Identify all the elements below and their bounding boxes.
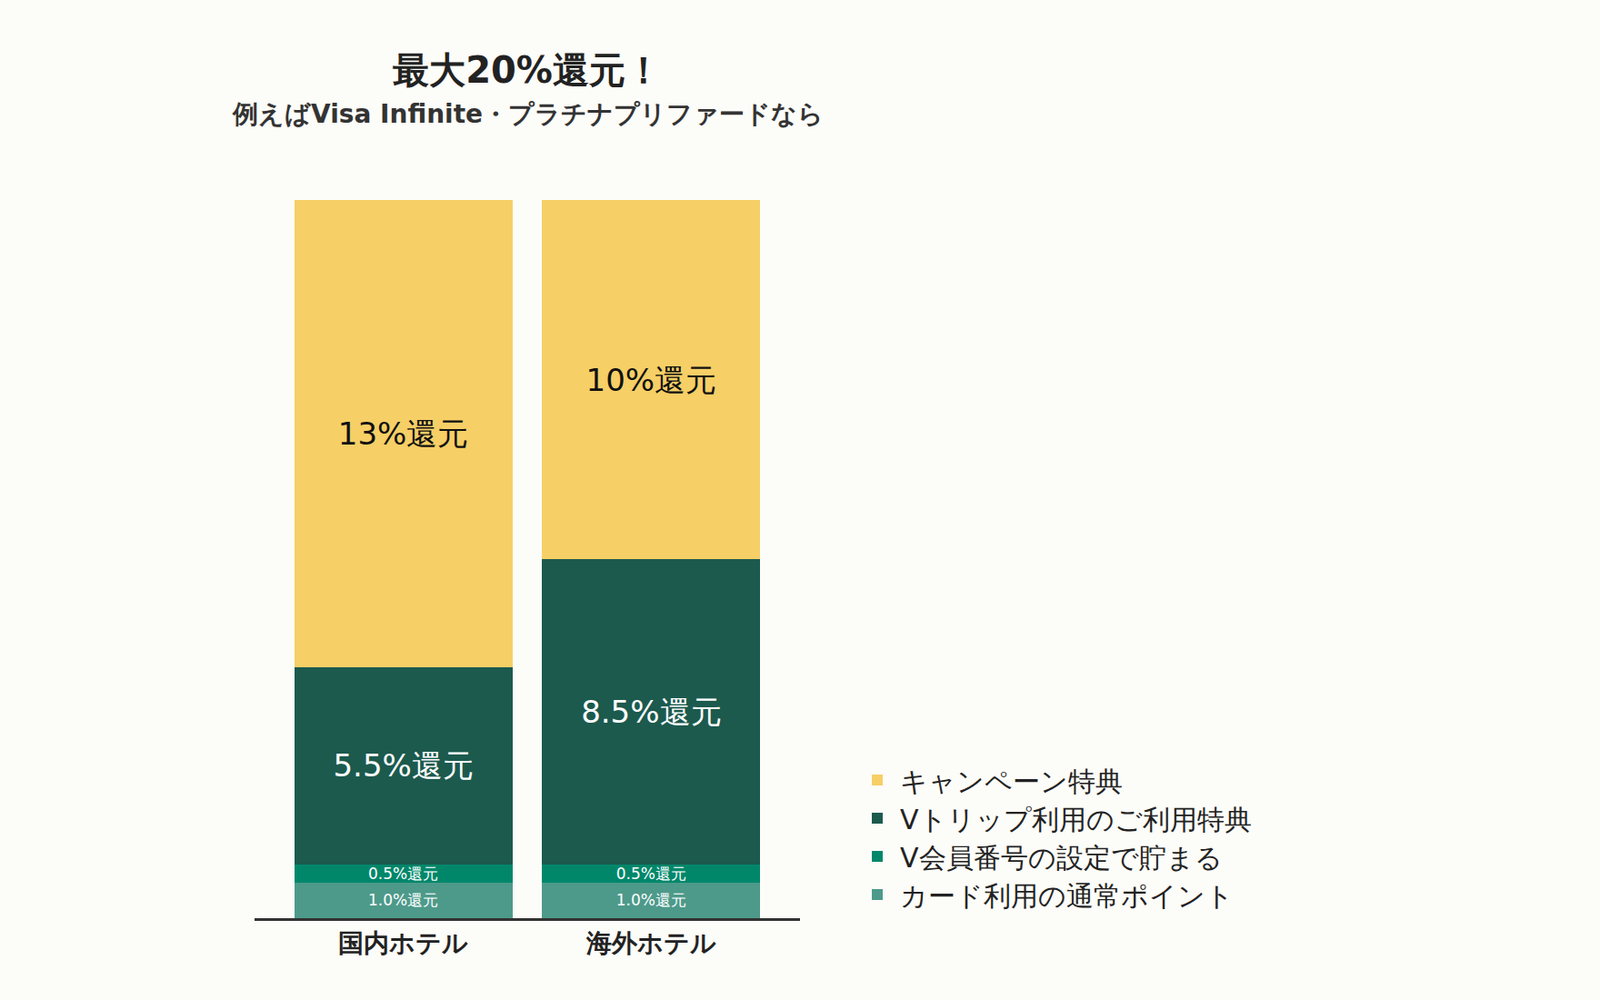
svg-text:例えばVisa Infinite・プラチナプリファードなら: 例えばVisa Infinite・プラチナプリファードなら <box>231 99 824 130</box>
svg-text:V会員番号の設定で貯まる: V会員番号の設定で貯まる <box>900 841 1223 874</box>
svg-text:10%還元: 10%還元 <box>586 361 718 399</box>
svg-text:カード利用の通常ポイント: カード利用の通常ポイント <box>900 880 1234 912</box>
svg-text:キャンペーン特典: キャンペーン特典 <box>900 765 1123 798</box>
svg-text:Vトリップ利用のご利用特典: Vトリップ利用のご利用特典 <box>900 803 1252 836</box>
svg-text:国内ホテル: 国内ホテル <box>338 928 469 959</box>
svg-text:0.5%還元: 0.5%還元 <box>368 864 439 883</box>
svg-text:5.5%還元: 5.5%還元 <box>332 747 473 784</box>
svg-text:1.0%還元: 1.0%還元 <box>616 890 687 910</box>
svg-text:1.0%還元: 1.0%還元 <box>368 890 439 910</box>
svg-text:海外ホテル: 海外ホテル <box>585 928 717 959</box>
svg-text:0.5%還元: 0.5%還元 <box>616 864 687 883</box>
svg-text:最大20%還元！: 最大20%還元！ <box>392 49 662 91</box>
svg-text:13%還元: 13%還元 <box>338 415 470 452</box>
svg-text:8.5%還元: 8.5%還元 <box>580 693 721 730</box>
